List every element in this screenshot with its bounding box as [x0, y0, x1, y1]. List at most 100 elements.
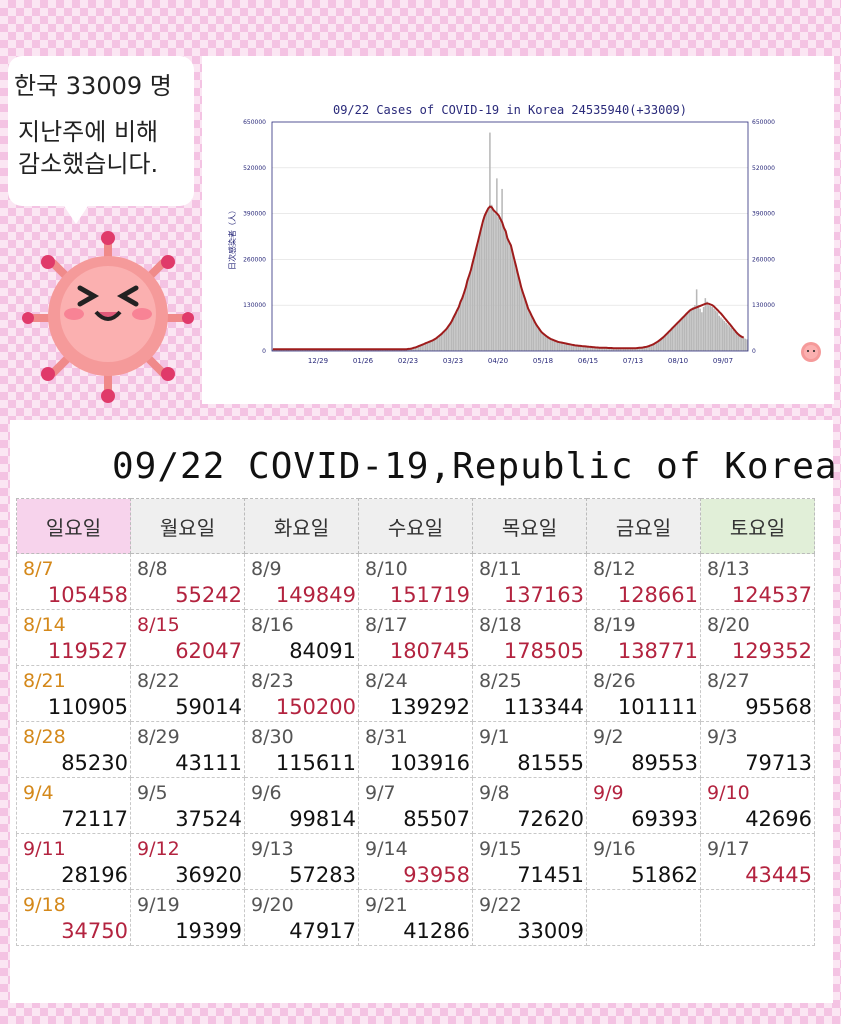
- daily-case-bar: [497, 217, 500, 351]
- day-case-count: 99814: [289, 807, 356, 831]
- daily-case-bar: [692, 306, 694, 351]
- day-case-count: 57283: [289, 863, 356, 887]
- day-cell: 9/15 71451: [472, 833, 587, 890]
- day-cell: 8/25 113344: [472, 665, 587, 722]
- day-cell: 9/8 72620: [472, 777, 587, 834]
- daily-case-bar: [445, 328, 448, 351]
- day-cell: 8/26 101111: [586, 665, 701, 722]
- daily-case-bar: [478, 234, 481, 351]
- daily-case-bar: [685, 314, 687, 351]
- day-case-count: 138771: [617, 639, 698, 663]
- day-cell: 8/15 62047: [130, 609, 245, 666]
- day-case-count: 81555: [517, 751, 584, 775]
- daily-case-bar: [558, 342, 561, 351]
- daily-case-bar: [659, 339, 661, 351]
- daily-case-bar: [541, 332, 543, 351]
- daily-case-bar: [530, 315, 533, 351]
- daily-case-bar: [647, 346, 649, 351]
- daily-case-bar: [631, 348, 634, 351]
- daily-case-bar: [506, 238, 509, 351]
- day-case-count: 115611: [275, 751, 356, 775]
- daily-case-bar: [457, 306, 460, 351]
- day-date: 9/7: [365, 782, 396, 804]
- daily-case-bar: [544, 335, 547, 351]
- day-cell: 9/3 79713: [700, 721, 815, 778]
- daily-case-bar: [622, 348, 625, 351]
- day-cell: 9/21 41286: [358, 889, 473, 946]
- daily-case-bar: [714, 310, 717, 351]
- daily-case-bar: [424, 343, 427, 351]
- day-date: 8/11: [479, 558, 522, 580]
- daily-case-bar: [494, 213, 496, 351]
- daily-case-bar: [598, 347, 601, 351]
- daily-case-bar: [419, 345, 422, 351]
- day-date: 9/15: [479, 838, 522, 860]
- daily-case-bar: [508, 241, 510, 351]
- daily-case-bar: [447, 326, 449, 351]
- daily-case-bar: [603, 347, 606, 351]
- daily-case-bar: [421, 344, 423, 351]
- day-case-count: 51862: [631, 863, 698, 887]
- day-cell: 8/10 151719: [358, 553, 473, 610]
- daily-case-bar: [553, 340, 555, 351]
- daily-case-bar: [510, 245, 512, 351]
- day-date: 8/29: [137, 726, 180, 748]
- day-case-count: 43111: [175, 751, 242, 775]
- daily-case-bar: [496, 178, 498, 351]
- daily-case-bar: [711, 306, 714, 351]
- day-date: 8/9: [251, 558, 282, 580]
- day-date: 9/6: [251, 782, 282, 804]
- speech-bubble-tail: [60, 200, 92, 224]
- day-date: 8/24: [365, 670, 408, 692]
- day-cell: 8/21 110905: [16, 665, 131, 722]
- day-case-count: 119527: [47, 639, 128, 663]
- y-tick-label-left: 0: [262, 348, 266, 355]
- daily-case-bar: [410, 348, 413, 351]
- daily-case-bar: [661, 338, 663, 351]
- daily-case-bar: [536, 325, 538, 351]
- day-cell: 8/16 84091: [244, 609, 359, 666]
- y-tick-label-right: 520000: [752, 165, 775, 172]
- day-cell: 8/9 149849: [244, 553, 359, 610]
- daily-case-bar: [680, 319, 682, 351]
- daily-case-bar: [640, 347, 642, 351]
- daily-case-bar: [648, 345, 651, 351]
- table-row: 9/4 72117 9/5 37524 9/6 99814 9/7 85507 9/8 72620…: [16, 777, 815, 834]
- day-cell: 8/31 103916: [358, 721, 473, 778]
- daily-case-bar: [673, 326, 675, 351]
- daily-case-bar: [515, 266, 517, 351]
- daily-case-bar: [489, 132, 491, 351]
- daily-case-bar: [456, 310, 458, 351]
- weekday-header: 목요일: [472, 498, 587, 554]
- daily-case-bar: [655, 342, 658, 351]
- daily-case-bar: [697, 305, 700, 351]
- day-case-count: 36920: [175, 863, 242, 887]
- daily-case-bar: [475, 248, 477, 351]
- y-tick-label-left: 260000: [243, 256, 266, 263]
- weekday-header: 금요일: [586, 498, 701, 554]
- day-case-count: 37524: [175, 807, 242, 831]
- day-date: 8/23: [251, 670, 294, 692]
- daily-case-bar: [730, 328, 733, 351]
- daily-case-bar: [617, 348, 620, 351]
- daily-case-bar: [569, 344, 571, 351]
- speech-bubble: [8, 56, 194, 206]
- daily-case-bar: [407, 348, 410, 351]
- daily-case-bar: [428, 341, 430, 351]
- day-date: 9/10: [707, 782, 750, 804]
- daily-case-bar: [584, 346, 587, 351]
- daily-case-bar: [409, 348, 411, 351]
- day-case-count: 178505: [503, 639, 584, 663]
- day-date: 8/12: [593, 558, 636, 580]
- day-case-count: 93958: [403, 863, 470, 887]
- daily-case-bar: [483, 215, 486, 351]
- daily-case-bar: [503, 227, 505, 351]
- day-case-count: 62047: [175, 639, 242, 663]
- daily-case-bar: [706, 301, 708, 351]
- daily-case-bar: [744, 338, 747, 351]
- daily-case-bar: [577, 345, 580, 351]
- day-cell: 8/20 129352: [700, 609, 815, 666]
- weekday-header: 수요일: [358, 498, 473, 554]
- day-date: 9/19: [137, 894, 180, 916]
- daily-case-bar: [669, 329, 672, 351]
